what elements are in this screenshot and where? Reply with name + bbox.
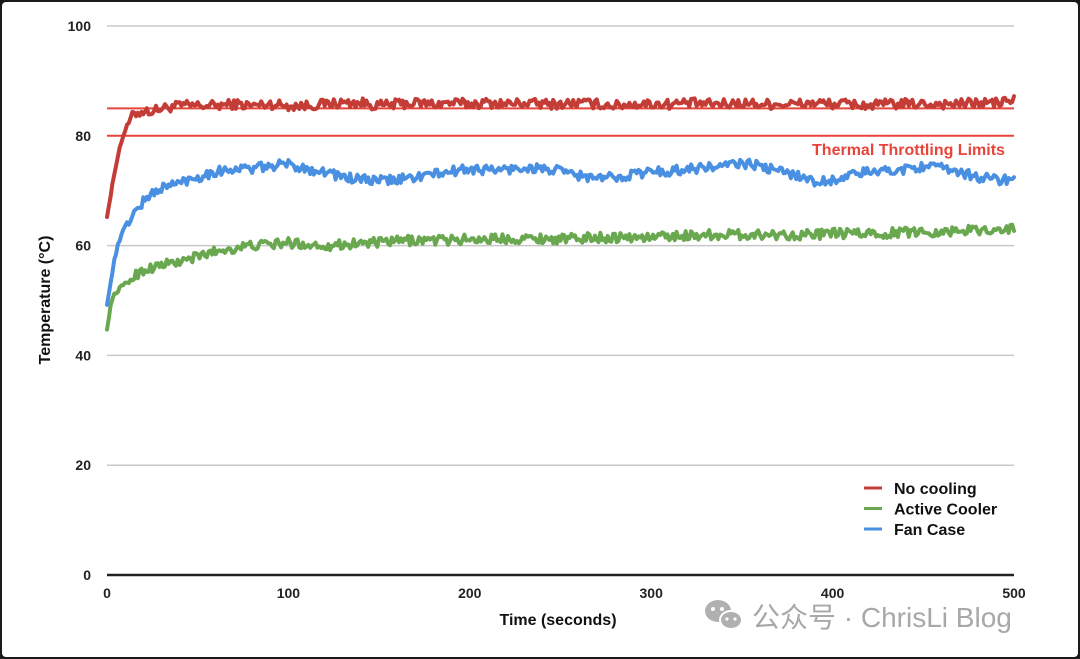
- series-line-no-cooling: [105, 94, 1016, 219]
- y-tick-label: 80: [75, 128, 91, 144]
- reference-lines: [107, 107, 1014, 137]
- legend: No cooling Active Cooler Fan Case: [864, 481, 997, 539]
- series-line-fan-case: [105, 157, 1016, 307]
- x-tick-label: 100: [277, 585, 301, 601]
- x-axis-title: Time (seconds): [499, 612, 616, 629]
- y-tick-label: 100: [68, 18, 92, 34]
- watermark-text: 公众号 · ChrisLi Blog: [752, 602, 1012, 633]
- x-tick-label: 400: [821, 585, 845, 601]
- y-tick-label: 20: [75, 457, 91, 473]
- x-tick-label: 500: [1002, 585, 1026, 601]
- x-tick-label: 0: [103, 585, 111, 601]
- watermark: 公众号 · ChrisLi Blog: [705, 600, 1012, 633]
- y-tick-label: 0: [83, 567, 91, 583]
- legend-label: No cooling: [894, 481, 977, 498]
- series-lines: [105, 94, 1016, 332]
- y-tick-label: 60: [75, 238, 91, 254]
- y-tick-label: 40: [75, 347, 91, 363]
- legend-label: Active Cooler: [894, 502, 997, 519]
- x-tick-label: 200: [458, 585, 482, 601]
- throttling-annotation: Thermal Throttling Limits: [812, 142, 1005, 159]
- legend-label: Fan Case: [894, 522, 965, 539]
- x-axis-ticks: 0 100 200 300 400 500: [103, 585, 1026, 601]
- y-axis-title: Temperature (°C): [37, 236, 54, 365]
- x-tick-label: 300: [640, 585, 664, 601]
- y-axis-ticks: 0 20 40 60 80 100: [68, 18, 92, 583]
- series-line-active-cooler: [105, 222, 1016, 332]
- wechat-icon: [705, 600, 743, 630]
